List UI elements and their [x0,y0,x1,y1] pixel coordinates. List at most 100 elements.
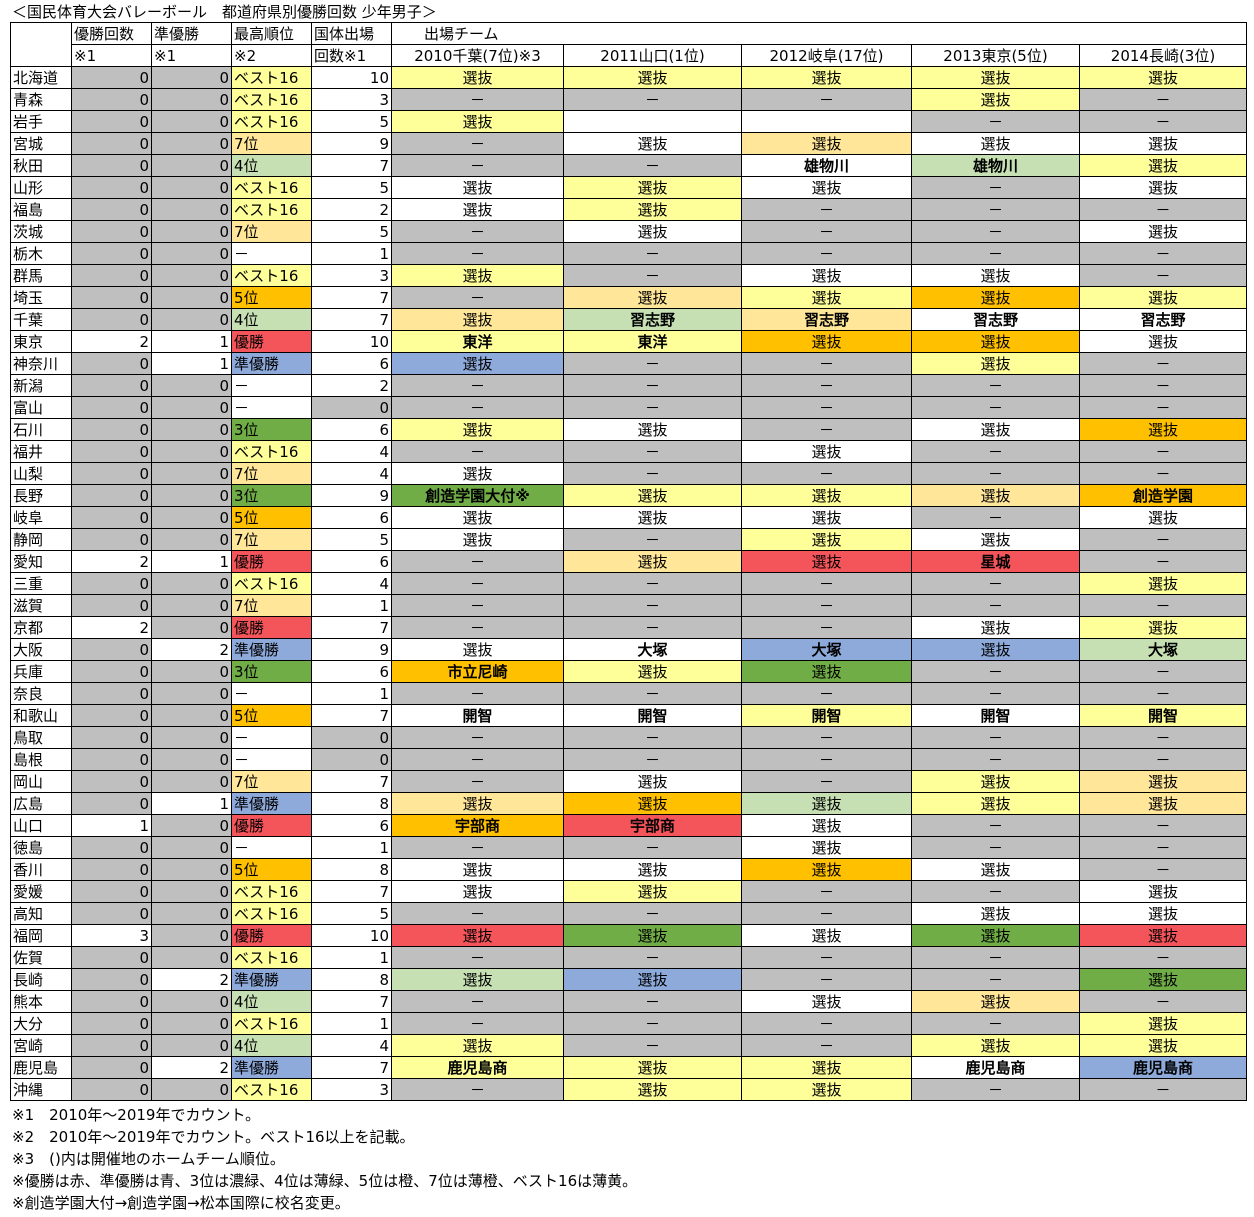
wins-cell: 0 [71,286,152,309]
wins-cell: 0 [71,440,152,463]
team-cell: 雄物川 [741,154,912,177]
team-cell: － [911,462,1080,485]
team-cell: － [911,506,1080,529]
wins-cell: 0 [71,638,152,661]
team-cell: － [741,902,912,925]
team-cell: － [391,682,564,705]
best-rank-cell: 7位 [231,528,312,551]
team-cell: 選抜 [391,462,564,485]
runner-up-cell: 0 [151,440,232,463]
appearances-cell: 7 [311,704,392,727]
team-cell: 市立尼崎 [391,660,564,683]
best-rank-cell: － [231,726,312,749]
table-row: 三重 0 0 ベスト16 4 －－－－選抜 [10,572,1247,595]
team-cell: － [1079,660,1247,683]
header-wins: 優勝回数 [71,22,152,45]
team-cell: 選抜 [1079,1034,1247,1057]
team-cell: － [563,440,742,463]
table-row: 東京 2 1 優勝 10 東洋 東洋 選抜 選抜 選抜 [10,330,1247,353]
team-cell: 選抜 [1079,506,1247,529]
team-cell: － [911,176,1080,199]
team-cell: 鹿児島商 [1079,1056,1247,1079]
team-cell: 選抜 [563,660,742,683]
team-cell: － [391,550,564,573]
team-cell: － [391,748,564,771]
prefecture-cell: 香川 [10,858,72,881]
team-cell: 選抜 [391,308,564,331]
team-cell: － [741,748,912,771]
best-rank-cell: 優勝 [231,924,312,947]
runner-up-cell: 0 [151,682,232,705]
runner-up-cell: 0 [151,880,232,903]
table-row: 神奈川 0 1 準優勝 6 選抜－－選抜－ [10,352,1247,375]
team-cell: 東洋 [391,330,564,353]
team-cell: － [391,726,564,749]
team-cell: 開智 [563,704,742,727]
team-cell: 選抜 [741,506,912,529]
runner-up-cell: 0 [151,66,232,89]
prefecture-cell: 和歌山 [10,704,72,727]
team-cell: － [741,1034,912,1057]
table-row: 大分 0 0 ベスト16 1 －－－－選抜 [10,1012,1247,1035]
best-rank-cell: 3位 [231,418,312,441]
team-cell: － [741,880,912,903]
team-cell: 選抜 [911,770,1080,793]
team-cell: － [391,1078,564,1101]
team-cell: 選抜 [741,660,912,683]
table-row: 千葉 0 0 4位 7 選抜 習志野 習志野 習志野 習志野 [10,308,1247,331]
appearances-cell: 1 [311,682,392,705]
best-rank-cell: － [231,836,312,859]
team-cell: － [741,374,912,397]
team-cell: － [391,770,564,793]
best-rank-cell: ベスト16 [231,440,312,463]
team-cell: 習志野 [911,308,1080,331]
appearances-cell: 7 [311,880,392,903]
prefecture-cell: 福井 [10,440,72,463]
runner-up-cell: 0 [151,660,232,683]
best-rank-cell: ベスト16 [231,88,312,111]
team-cell: 選抜 [1079,770,1247,793]
team-cell: 選抜 [911,418,1080,441]
footnotes: ※1 2010年～2019年でカウント。 ※2 2010年～2019年でカウント… [12,1104,637,1214]
runner-up-cell: 0 [151,132,232,155]
best-rank-cell: ベスト16 [231,946,312,969]
team-cell: 選抜 [563,176,742,199]
team-cell: － [563,990,742,1013]
team-cell: － [391,572,564,595]
team-cell: 選抜 [1079,220,1247,243]
team-cell: － [1079,748,1247,771]
appearances-cell: 5 [311,220,392,243]
team-cell: 選抜 [391,792,564,815]
wins-cell: 0 [71,308,152,331]
team-cell: 選抜 [391,638,564,661]
runner-up-cell: 0 [151,242,232,265]
team-cell: － [391,132,564,155]
header-runner: 準優勝 [151,22,232,45]
appearances-cell: 7 [311,770,392,793]
team-cell: － [1079,198,1247,221]
team-cell: － [741,594,912,617]
table-row: 滋賀 0 0 7位 1 －－－－－ [10,594,1247,617]
best-rank-cell: － [231,242,312,265]
prefecture-cell: 石川 [10,418,72,441]
appearances-cell: 4 [311,462,392,485]
best-rank-cell: ベスト16 [231,880,312,903]
team-cell: 選抜 [911,66,1080,89]
team-cell: 選抜 [1079,1012,1247,1035]
team-cell: － [911,374,1080,397]
prefecture-cell: 青森 [10,88,72,111]
team-cell: － [741,418,912,441]
team-cell: － [563,616,742,639]
prefecture-cell: 兵庫 [10,660,72,683]
team-cell: － [1079,374,1247,397]
team-cell: 選抜 [1079,616,1247,639]
appearances-cell: 6 [311,814,392,837]
prefecture-cell: 神奈川 [10,352,72,375]
wins-cell: 0 [71,726,152,749]
team-cell: － [911,396,1080,419]
best-rank-cell: 5位 [231,286,312,309]
appearances-cell: 5 [311,176,392,199]
table-row: 岡山 0 0 7位 7 －選抜－選抜 選抜 [10,770,1247,793]
team-cell: 星城 [911,550,1080,573]
team-cell: － [563,242,742,265]
